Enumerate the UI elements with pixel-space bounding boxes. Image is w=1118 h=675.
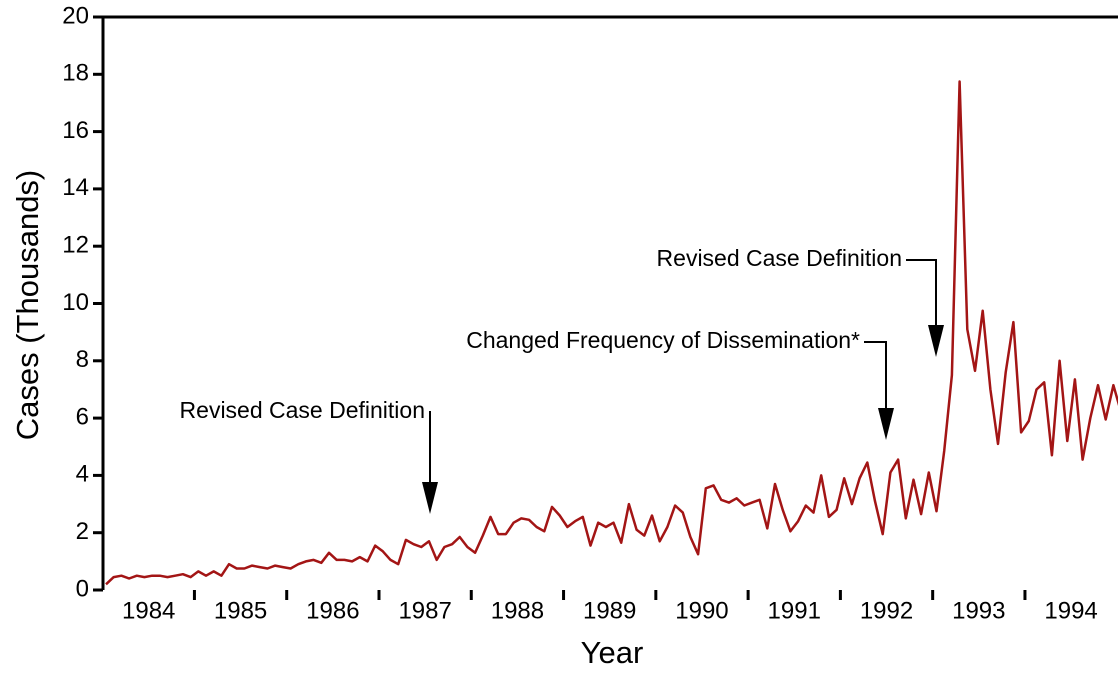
y-tick-label: 12 <box>62 232 89 259</box>
annotation-arrowhead <box>422 482 438 514</box>
annotation-arrowhead <box>878 408 894 440</box>
y-tick-label: 10 <box>62 289 89 316</box>
x-tick-label: 1990 <box>675 597 728 624</box>
y-tick-label: 2 <box>76 518 89 545</box>
data-line <box>105 80 1118 586</box>
x-tick-label: 1984 <box>122 597 175 624</box>
x-tick-label: 1989 <box>583 597 636 624</box>
x-tick-label: 1991 <box>768 597 821 624</box>
annotation-leader <box>864 341 887 410</box>
x-tick-label: 1987 <box>398 597 451 624</box>
y-axis-title: Cases (Thousands) <box>10 170 45 441</box>
y-tick-label: 8 <box>76 346 89 373</box>
y-tick-label: 20 <box>62 2 89 29</box>
y-tick-label: 0 <box>76 575 89 602</box>
y-tick-label: 4 <box>76 461 89 488</box>
x-tick-label: 1993 <box>952 597 1005 624</box>
y-tick-label: 18 <box>62 60 89 87</box>
annotation: Revised Case Definition <box>657 245 902 271</box>
annotation-arrowhead <box>928 325 944 357</box>
x-tick-label: 1986 <box>306 597 359 624</box>
y-tick-label: 14 <box>62 174 89 201</box>
annotation-leader <box>906 259 937 327</box>
y-tick-label: 16 <box>62 117 89 144</box>
x-tick-label: 1994 <box>1044 597 1097 624</box>
x-tick-label: 1985 <box>214 597 267 624</box>
x-tick-label: 1988 <box>491 597 544 624</box>
annotation: Revised Case Definition <box>180 397 425 423</box>
x-axis-title: Year <box>581 635 644 670</box>
annotation-leader <box>429 411 431 484</box>
annotation: Changed Frequency of Dissemination* <box>466 327 860 353</box>
y-tick-label: 6 <box>76 403 89 430</box>
x-tick-label: 1992 <box>860 597 913 624</box>
